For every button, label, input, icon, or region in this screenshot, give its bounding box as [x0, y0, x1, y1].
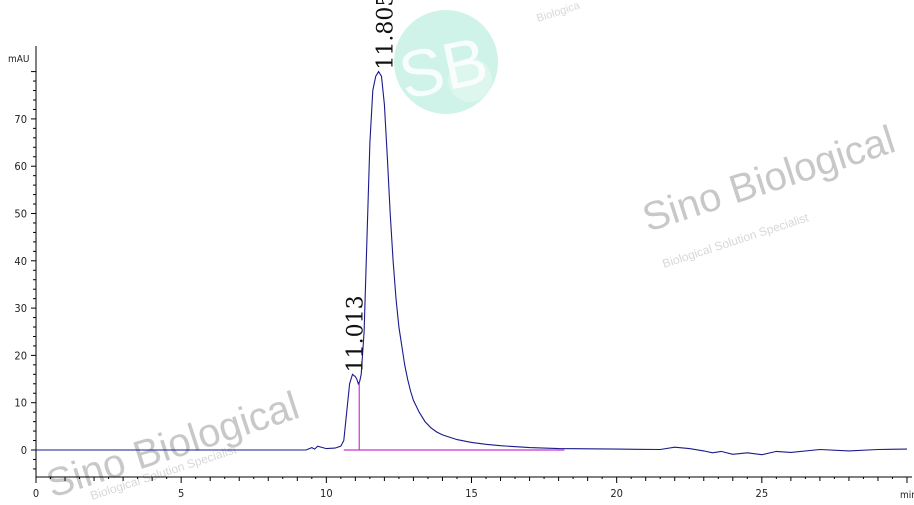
watermark-brand-left: Sino Biological	[41, 384, 304, 505]
x-ticks: 0 5 10 15 20 25	[33, 477, 908, 500]
x-tick-label: 10	[320, 487, 333, 500]
axes: mAU min	[8, 46, 914, 501]
x-tick-label: 0	[33, 487, 39, 500]
y-tick-label: 70	[14, 113, 27, 126]
x-tick-label: 5	[178, 487, 184, 500]
chromatogram-trace	[36, 70, 908, 456]
y-tick-label: 60	[14, 160, 27, 173]
y-tick-label: 20	[14, 349, 27, 362]
peak-label-11-013: 11.013	[344, 295, 369, 372]
watermark-logo-inner-icon	[448, 58, 492, 102]
y-tick-label: 40	[14, 255, 27, 268]
watermark-logo-text: SB	[392, 22, 494, 113]
y-ticks: 0 10 20 30 40 50 60 70	[14, 71, 36, 470]
y-tick-label: 0	[21, 444, 27, 457]
y-axis-unit-label: mAU	[8, 54, 30, 65]
watermark: SB Biologica Sino Biological Biological …	[41, 0, 900, 505]
x-tick-label: 20	[610, 487, 623, 500]
x-tick-label: 15	[465, 487, 478, 500]
x-axis-unit-label: min	[900, 490, 914, 501]
y-tick-label: 50	[14, 208, 27, 221]
peak-label-11-805: 11.805	[374, 0, 399, 70]
watermark-top-fragment: Biologica	[535, 0, 582, 25]
x-tick-label: 25	[756, 487, 769, 500]
y-tick-label: 30	[14, 302, 27, 315]
y-tick-label: 10	[14, 397, 27, 410]
